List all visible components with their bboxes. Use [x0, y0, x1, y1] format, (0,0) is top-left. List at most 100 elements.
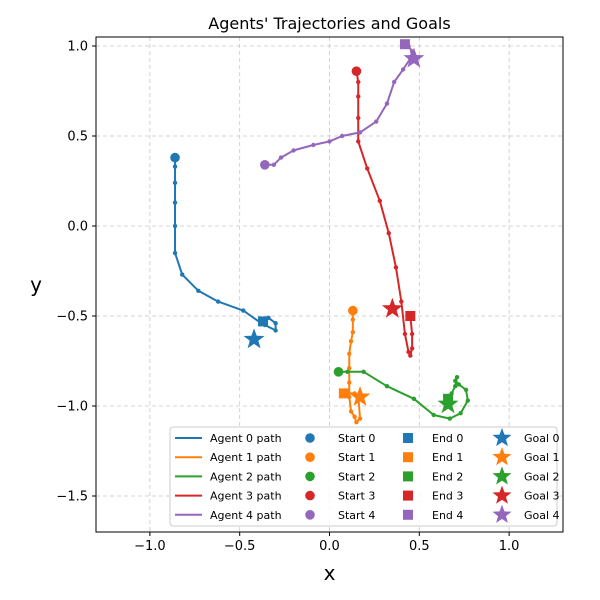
agent-2-path-point [411, 396, 417, 401]
legend-end-swatch [403, 509, 413, 520]
x-tick-label: −1.0 [134, 539, 166, 554]
agent-4-series [260, 39, 425, 170]
legend-box [169, 426, 558, 527]
agent-3-path-point [356, 139, 361, 144]
legend-start-label: Start 2 [338, 470, 375, 483]
agent-3-path-point [399, 299, 404, 304]
agent-0-path-point [172, 223, 178, 229]
agent-2-start-marker [333, 367, 344, 377]
agent-1-path-point [348, 409, 354, 414]
agent-4-start-marker [260, 160, 270, 170]
agent-1-path-point [357, 416, 363, 421]
legend-end-swatch [403, 452, 413, 463]
legend-start-swatch [305, 471, 315, 482]
legend-goal-label: Goal 1 [524, 451, 560, 464]
legend-start-label: Start 3 [338, 490, 375, 503]
agent-2-goal-marker [437, 393, 459, 414]
agent-3-path-point [409, 331, 415, 337]
agent-3-path-point [377, 198, 382, 203]
legend-path-label: Agent 3 path [210, 490, 282, 503]
legend-end-label: End 1 [432, 451, 463, 464]
agent-1-path-point [348, 339, 354, 344]
agent-2-path-point [453, 378, 458, 383]
x-tick-label: 0.0 [319, 539, 340, 554]
agent-3-end-marker [405, 311, 416, 321]
agent-1-start-marker [348, 305, 358, 316]
agent-2-path-point [431, 412, 436, 418]
legend-goal-label: Goal 2 [524, 470, 560, 483]
agent-2-path-point [456, 382, 462, 387]
y-tick-label: −1.0 [56, 400, 88, 415]
agent-4-path-point [400, 67, 406, 72]
agent-2-path-point [465, 398, 471, 403]
agent-0-path-point [172, 200, 178, 205]
agent-4-path-point [374, 119, 379, 124]
agent-4-end-marker [399, 39, 410, 50]
agent-0-path-point [273, 328, 278, 333]
agent-4-path-point [339, 133, 345, 139]
agent-1-path-point [347, 380, 352, 385]
legend-goal-label: Goal 4 [524, 509, 560, 522]
agent-4-path-point [291, 148, 296, 153]
agent-1-path-point [352, 414, 357, 419]
agent-3-path-point [356, 79, 361, 85]
agent-1-path-point [354, 420, 359, 425]
legend-goal-swatch [492, 504, 512, 523]
agent-0-path-point [215, 299, 221, 304]
agent-2-series [333, 367, 471, 421]
series-layer [170, 39, 471, 425]
y-axis-label: y [30, 273, 42, 297]
legend-goal-label: Goal 0 [524, 432, 560, 445]
agent-3-path-point [356, 115, 361, 121]
legend-goal-swatch [492, 485, 512, 504]
legend-start-label: Start 0 [338, 432, 375, 445]
agent-2-path-point [463, 387, 469, 392]
legend-goal-label: Goal 3 [524, 490, 560, 503]
x-tick-label: 1.0 [499, 539, 520, 554]
agent-3-path-point [409, 346, 415, 351]
agent-1-path-point [350, 330, 356, 335]
agent-1-path-point [347, 366, 352, 371]
agent-0-end-marker [258, 316, 269, 327]
agent-4-path-point [278, 155, 284, 160]
agent-0-goal-marker [243, 328, 265, 349]
ticks: −1.0 −0.5 0.0 0.5 1.0 −1.5 −1.0 −0.5 0.0 0.5 1.0 [56, 40, 519, 555]
legend-end-label: End 2 [432, 470, 463, 483]
legend-end-swatch [403, 433, 413, 443]
agent-3-path-point [408, 353, 413, 358]
legend-end-label: End 0 [432, 432, 463, 445]
agent-1-goal-marker [349, 386, 371, 406]
agent-0-series [170, 152, 278, 349]
agent-1-series [338, 305, 371, 425]
agent-3-path-point [386, 231, 391, 236]
agent-3-path-point [402, 331, 408, 337]
legend-end-swatch [403, 490, 413, 501]
agent-1-path-point [347, 351, 352, 356]
x-tick-label: 0.5 [409, 539, 430, 554]
agent-4-goal-marker [403, 47, 425, 68]
agent-0-path-point [180, 272, 185, 277]
legend-start-swatch [305, 490, 315, 501]
legend-goal-swatch [492, 447, 512, 466]
agent-3-path-point [356, 94, 361, 99]
legend-start-swatch [305, 452, 315, 463]
agent-4-path-point [384, 101, 390, 106]
agent-2-path-point [453, 384, 458, 389]
agent-3-path-point [393, 265, 399, 270]
legend-start-label: Start 1 [338, 451, 375, 464]
agent-2-path-point [458, 411, 463, 416]
agent-4-path-point [357, 130, 363, 135]
agent-4-path-point [327, 139, 332, 144]
x-tick-label: −0.5 [224, 539, 256, 554]
agent-3-path-line [355, 71, 414, 357]
agent-3-series [351, 66, 416, 358]
y-tick-label: −0.5 [56, 310, 88, 325]
agent-0-path-point [172, 180, 178, 185]
legend-path-label: Agent 2 path [210, 470, 282, 483]
agent-3-goal-marker [381, 297, 403, 318]
legend-path-label: Agent 1 path [210, 451, 282, 464]
agent-0-path-point [273, 321, 278, 326]
agent-2-path-point [361, 369, 366, 374]
agent-2-path-point [384, 384, 390, 389]
